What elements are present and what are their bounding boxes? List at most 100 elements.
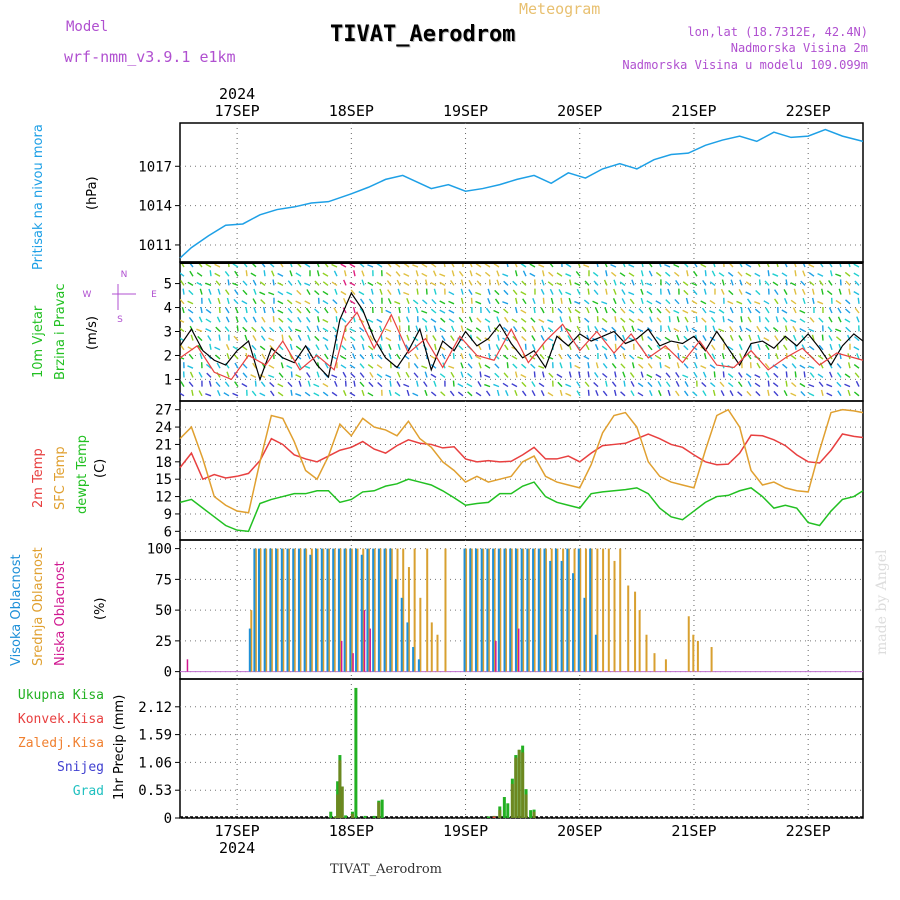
wind-arrow xyxy=(296,289,302,296)
wind-arrow xyxy=(296,308,302,314)
wind-arrow xyxy=(656,308,662,314)
wind-arrow xyxy=(397,343,401,350)
wind-arrow xyxy=(711,344,716,351)
wind-arrow xyxy=(197,335,203,342)
wind-arrow xyxy=(556,282,563,287)
wind-arrow xyxy=(594,307,599,314)
wind-arrow xyxy=(844,318,851,323)
bottom-day-label: 21SEP xyxy=(671,822,716,840)
cloud-mid-bar xyxy=(305,548,308,672)
wind-arrow xyxy=(451,270,455,277)
wind-arrow xyxy=(424,389,428,397)
wind-arrow xyxy=(295,374,302,379)
cloud-high-bar xyxy=(248,628,251,672)
cloud-high-bar xyxy=(594,634,597,672)
wind-arrow xyxy=(691,300,698,305)
cloud-mid-bar xyxy=(265,548,268,672)
wind-arrow xyxy=(214,272,221,277)
wind-arrow xyxy=(673,309,680,314)
wind-arrow xyxy=(349,299,356,305)
wind-arrow xyxy=(628,354,635,360)
wind-arrow xyxy=(569,279,572,286)
wind-arrow xyxy=(322,281,329,286)
wind-arrow xyxy=(359,381,365,388)
cloud-mid-bar xyxy=(385,548,388,672)
cloud-high-bar xyxy=(263,548,266,672)
wind-arrow xyxy=(493,309,500,314)
cloud-axis-label: Srednja Oblacnost xyxy=(31,547,46,666)
cloud-high-bar xyxy=(577,548,580,672)
wind-arrow xyxy=(655,271,662,277)
wind-arrow xyxy=(614,316,617,323)
wind-arrow xyxy=(548,271,554,277)
wind-arrow xyxy=(578,371,581,378)
wind-arrow xyxy=(683,390,689,397)
wind-arrow xyxy=(379,288,383,295)
wind-arrow xyxy=(568,316,572,323)
wind-arrow xyxy=(367,392,374,397)
cloud-high-bar xyxy=(514,548,517,672)
cloud-high-bar xyxy=(486,548,489,672)
wind-arrow xyxy=(191,389,194,396)
wind-arrow xyxy=(216,362,221,369)
wind-arrow xyxy=(709,281,716,286)
y-tick-label: 50 xyxy=(155,603,172,619)
bottom-day-label: 17SEP xyxy=(215,822,260,840)
cloud-high-bar xyxy=(292,548,295,672)
wind-arrow xyxy=(367,281,374,287)
wind-arrow xyxy=(611,326,617,332)
wind-arrow xyxy=(342,307,347,314)
wind-arrow xyxy=(614,371,617,378)
wind-arrow xyxy=(511,383,518,388)
cloud-unit-label: (%) xyxy=(93,598,108,621)
wind-arrow xyxy=(844,373,851,378)
wind-arrow xyxy=(628,263,635,268)
wind-arrow xyxy=(738,353,743,360)
wind-arrow xyxy=(253,353,257,360)
top-day-label: 19SEP xyxy=(443,102,488,120)
cloud-high-bar xyxy=(343,548,346,672)
wind-arrow xyxy=(574,309,581,314)
wind-arrow xyxy=(199,288,203,295)
wind-arrow xyxy=(835,299,842,305)
wind-arrow xyxy=(367,364,374,369)
wind-arrow xyxy=(809,372,815,378)
wind-arrow xyxy=(475,300,482,305)
wind-arrow xyxy=(520,373,527,379)
wind-arrow xyxy=(260,335,266,342)
precip-total-bar xyxy=(529,810,533,818)
wind-arrow xyxy=(209,343,212,350)
wind-arrow xyxy=(349,392,356,397)
wind-arrow xyxy=(341,345,347,351)
wind-arrow xyxy=(767,270,770,277)
wind-arrow xyxy=(836,381,842,388)
wind-arrow xyxy=(322,272,329,277)
cloud-mid-bar xyxy=(692,634,695,672)
wind-arrow xyxy=(565,392,572,397)
wind-arrow xyxy=(784,325,788,332)
cloud-high-bar xyxy=(395,579,398,672)
wind-arrow xyxy=(613,279,617,286)
wind-arrow xyxy=(306,372,311,378)
wind-arrow xyxy=(218,334,221,341)
wind-arrow xyxy=(477,381,482,387)
wind-arrow xyxy=(675,280,680,286)
wind-arrow xyxy=(493,327,500,332)
wind-arrow xyxy=(757,334,761,341)
cloud-mid-bar xyxy=(250,610,253,672)
wind-arrow xyxy=(187,281,194,287)
wind-arrow xyxy=(702,371,707,378)
wind-arrow xyxy=(205,328,212,333)
wind-arrow xyxy=(745,272,752,277)
wind-arrow xyxy=(514,371,518,378)
wind-arrow xyxy=(811,334,815,341)
wind-arrow xyxy=(640,371,644,378)
wind-arrow xyxy=(727,345,734,351)
wind-arrow xyxy=(664,336,671,342)
wind-arrow xyxy=(755,289,761,296)
wind-arrow xyxy=(369,335,374,341)
wind-arrow xyxy=(693,371,698,378)
wind-arrow xyxy=(614,343,617,350)
wind-arrow xyxy=(565,263,572,268)
precip-legend-label: Grad xyxy=(73,784,104,799)
